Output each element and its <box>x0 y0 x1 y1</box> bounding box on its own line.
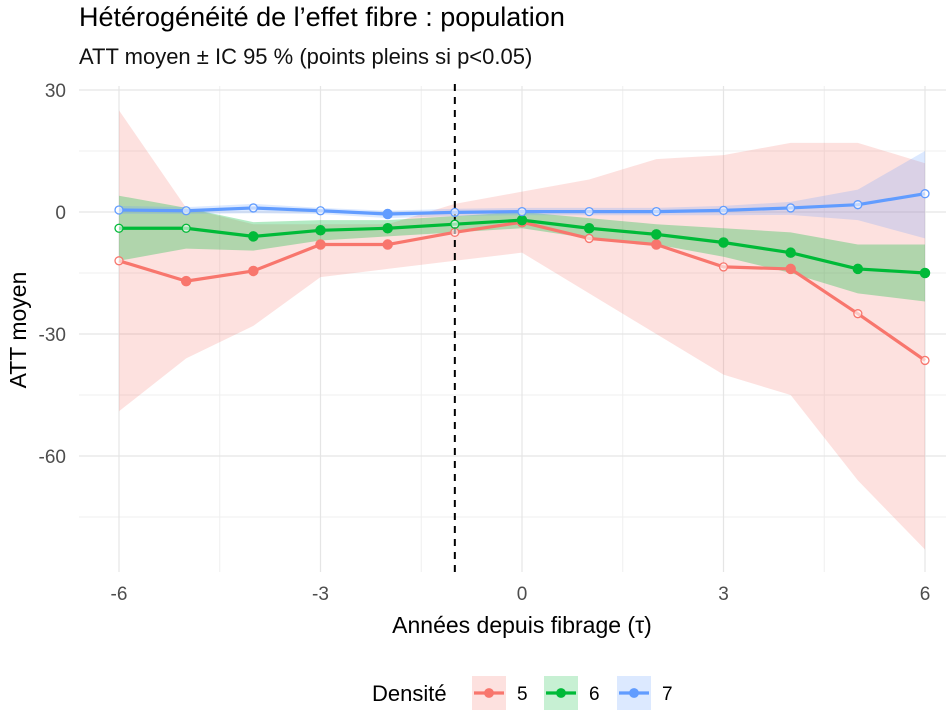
point-series-5 <box>718 262 729 272</box>
y-tick-label: 0 <box>55 203 66 224</box>
x-tick-label: -3 <box>312 584 329 605</box>
point-series-6 <box>651 229 662 240</box>
point-series-7 <box>517 206 527 217</box>
point-series-5 <box>180 275 192 287</box>
legend-key-point-series-6 <box>556 688 566 698</box>
point-series-5 <box>785 263 796 275</box>
y-tick-label: -30 <box>39 325 66 346</box>
series-points <box>114 189 931 366</box>
ci-ribbon-series-6 <box>119 195 925 302</box>
point-series-7 <box>786 203 796 213</box>
point-series-5 <box>450 227 460 237</box>
x-tick-label: 3 <box>718 584 729 605</box>
point-series-7 <box>584 206 594 217</box>
point-series-6 <box>382 223 393 234</box>
point-series-6 <box>583 223 595 234</box>
chart-title: Hétérogénéité de l’effet fibre : populat… <box>79 2 565 32</box>
x-tick-label: 6 <box>920 584 931 605</box>
legend-label-series-5: 5 <box>517 684 528 705</box>
point-series-7 <box>315 206 326 216</box>
x-tick-label: 0 <box>517 584 528 605</box>
point-series-5 <box>920 355 930 366</box>
confidence-ribbons <box>119 110 925 550</box>
point-series-5 <box>853 309 863 319</box>
point-series-6 <box>450 219 460 229</box>
y-tick-label: -60 <box>39 447 66 468</box>
legend-title: Densité <box>372 681 447 706</box>
point-series-7 <box>450 207 460 218</box>
x-tick-label: -6 <box>111 584 128 605</box>
legend-key-point-series-5 <box>484 688 494 698</box>
chart-subtitle: ATT moyen ± IC 95 % (points pleins si p<… <box>79 44 533 69</box>
point-series-6 <box>852 263 864 275</box>
point-series-7 <box>382 208 393 220</box>
point-series-7 <box>920 189 930 199</box>
major-gridlines <box>79 86 946 572</box>
y-tick-label: 30 <box>45 81 66 102</box>
ci-ribbon-series-5 <box>119 110 925 550</box>
legend-label-series-7: 7 <box>662 684 673 705</box>
point-series-6 <box>785 247 796 258</box>
y-axis-title: ATT moyen <box>5 272 31 389</box>
legend-label-series-6: 6 <box>589 684 600 705</box>
point-series-6 <box>718 237 729 248</box>
y-axis-ticks: 30 0 -30 -60 <box>39 81 66 468</box>
point-series-6 <box>181 223 191 233</box>
point-series-5 <box>382 239 393 250</box>
point-series-6 <box>114 223 124 233</box>
legend: Densité 5 6 7 <box>372 676 673 710</box>
point-series-7 <box>181 206 191 216</box>
point-series-6 <box>315 225 326 236</box>
point-series-6 <box>248 231 259 242</box>
point-series-7 <box>718 205 729 216</box>
point-series-7 <box>248 203 258 213</box>
point-series-5 <box>651 239 662 250</box>
minor-gridlines <box>79 86 946 572</box>
point-series-7 <box>853 200 863 210</box>
point-series-6 <box>516 214 528 226</box>
x-axis-ticks: -6 -3 0 3 6 <box>111 584 931 605</box>
point-series-5 <box>248 265 259 277</box>
point-series-7 <box>114 205 124 215</box>
x-axis-title: Années depuis fibrage (τ) <box>392 612 652 638</box>
point-series-5 <box>584 233 594 244</box>
point-series-5 <box>114 256 124 266</box>
legend-key-point-series-7 <box>629 688 639 698</box>
point-series-7 <box>651 206 661 217</box>
point-series-6 <box>919 267 931 279</box>
point-series-5 <box>315 239 326 250</box>
